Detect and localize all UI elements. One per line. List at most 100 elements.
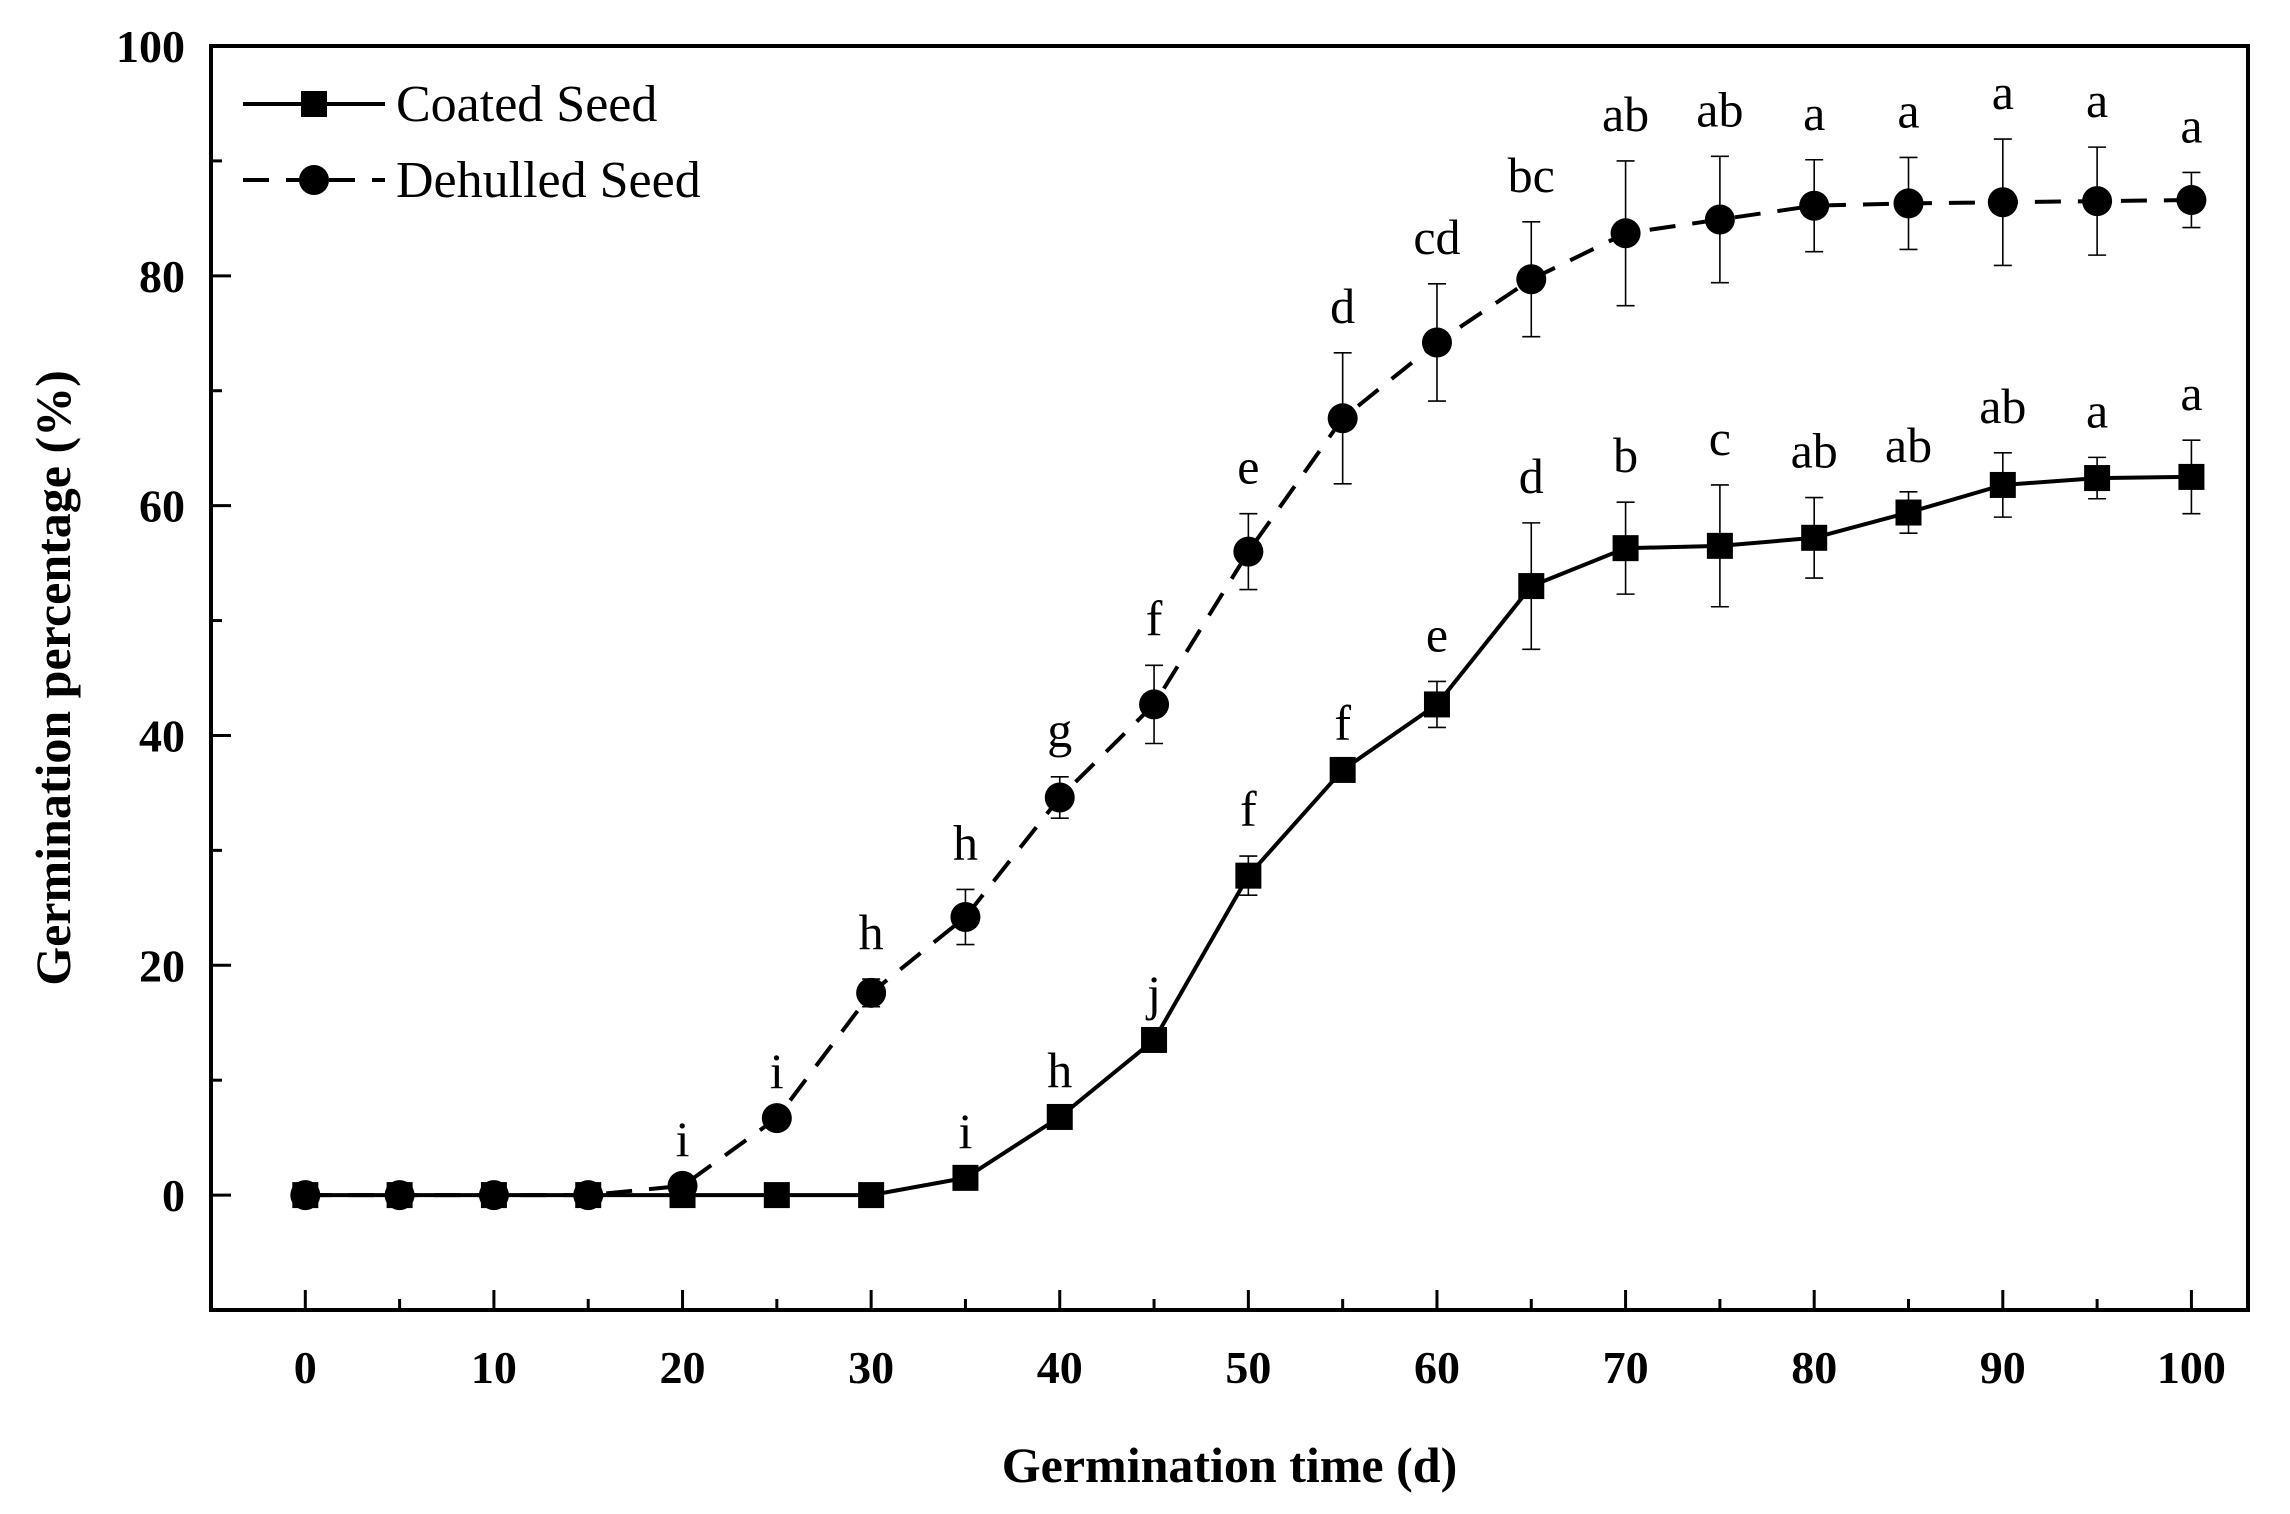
significance-label: f xyxy=(1334,695,1351,751)
data-point-circle xyxy=(1893,188,1924,219)
y-tick-label: 60 xyxy=(139,481,185,532)
series-line xyxy=(305,198,2192,1198)
significance-label: h xyxy=(1047,1042,1072,1098)
data-point-circle xyxy=(478,1180,509,1211)
significance-label: j xyxy=(1145,965,1161,1021)
y-tick-label: 20 xyxy=(139,940,185,991)
x-tick-label: 70 xyxy=(1603,1342,1649,1393)
significance-label: i xyxy=(676,1111,690,1167)
legend-label: Dehulled Seed xyxy=(396,152,701,209)
x-tick-label: 30 xyxy=(848,1342,894,1393)
x-tick-label: 60 xyxy=(1414,1342,1460,1393)
x-axis-title: Germination time (d) xyxy=(1002,1437,1457,1493)
significance-label: i xyxy=(770,1043,784,1099)
significance-label: f xyxy=(1146,590,1163,646)
significance-label: e xyxy=(1237,439,1259,495)
x-tick-label: 40 xyxy=(1037,1342,1083,1393)
y-tick-label: 100 xyxy=(116,21,185,72)
data-point-square xyxy=(858,1182,885,1209)
data-point-circle xyxy=(2176,184,2207,215)
x-tick-label: 80 xyxy=(1791,1342,1837,1393)
significance-label: a xyxy=(1897,82,1919,138)
significance-label: ab xyxy=(1696,81,1743,137)
significance-label: g xyxy=(1047,702,1072,758)
data-point-circle xyxy=(1421,327,1452,358)
data-point-circle xyxy=(384,1180,415,1211)
y-tick-label: 0 xyxy=(162,1170,185,1221)
data-point-square xyxy=(952,1164,979,1191)
data-point-square xyxy=(1706,532,1733,559)
significance-label: ab xyxy=(1979,378,2026,434)
plot-frame xyxy=(209,44,2250,1312)
legend-label: Coated Seed xyxy=(396,76,657,133)
data-point-square xyxy=(1423,691,1450,718)
y-tick-label: 80 xyxy=(139,251,185,302)
data-point-square xyxy=(763,1182,790,1209)
x-axis-ticks: 0 10 20 30 40 50 60 70 80 90 100 xyxy=(294,1290,2226,1393)
data-point-square xyxy=(2084,465,2111,492)
data-point-square xyxy=(1895,499,1922,526)
significance-label: c xyxy=(1709,410,1731,466)
significance-label: cd xyxy=(1413,209,1460,265)
significance-label: d xyxy=(1519,448,1544,504)
data-point-square xyxy=(1046,1103,1073,1130)
data-point-circle xyxy=(2082,186,2113,217)
significance-label: f xyxy=(1240,781,1257,837)
data-point-circle xyxy=(950,902,981,933)
x-tick-label: 10 xyxy=(471,1342,517,1393)
data-point-circle xyxy=(1044,782,1075,813)
y-axis-title: Germination percentage (%) xyxy=(25,370,81,986)
significance-label: h xyxy=(953,814,978,870)
data-point-circle xyxy=(856,977,887,1008)
significance-label: a xyxy=(2180,365,2202,421)
data-point-circle xyxy=(667,1170,698,1201)
data-point-circle xyxy=(1516,264,1547,295)
significance-label: a xyxy=(2180,97,2202,153)
significance-label: a xyxy=(2086,382,2108,438)
data-point-circle xyxy=(1327,403,1358,434)
data-point-square xyxy=(1235,862,1262,889)
legend-marker-square xyxy=(301,91,327,117)
data-point-square xyxy=(1612,535,1639,562)
data-point-circle xyxy=(290,1180,321,1211)
data-point-circle xyxy=(1987,187,2018,218)
axes: 0 10 20 30 40 50 60 70 80 90 100 0 20 40 60 80 100 Germ… xyxy=(25,21,2250,1493)
data-point-circle xyxy=(1610,218,1641,249)
data-point-square xyxy=(1141,1026,1168,1053)
x-tick-label: 50 xyxy=(1225,1342,1271,1393)
significance-label: d xyxy=(1330,278,1355,334)
legend-marker-circle xyxy=(299,165,329,195)
data-point-circle xyxy=(1704,204,1735,235)
x-tick-label: 20 xyxy=(660,1342,706,1393)
significance-label: ab xyxy=(1791,423,1838,479)
data-point-circle xyxy=(1799,190,1830,221)
significance-label: a xyxy=(1992,64,2014,120)
y-axis-ticks: 0 20 40 60 80 100 xyxy=(116,21,231,1312)
significance-label: ab xyxy=(1602,86,1649,142)
data-point-circle xyxy=(1139,689,1170,720)
x-tick-label: 0 xyxy=(294,1342,317,1393)
significance-label: bc xyxy=(1508,147,1555,203)
legend-item-dehulled-seed: Dehulled Seed xyxy=(243,152,701,209)
data-point-square xyxy=(1518,573,1545,600)
data-point-circle xyxy=(573,1180,604,1211)
significance-label: a xyxy=(2086,72,2108,128)
significance-label: ab xyxy=(1885,417,1932,473)
data-point-square xyxy=(1801,524,1828,551)
data-point-square xyxy=(2178,463,2205,490)
x-tick-label: 90 xyxy=(1980,1342,2026,1393)
significance-label: b xyxy=(1613,427,1638,483)
significance-label: a xyxy=(1803,85,1825,141)
y-tick-label: 40 xyxy=(139,710,185,761)
data-point-circle xyxy=(1233,536,1264,567)
data-point-square xyxy=(1989,471,2016,498)
significance-label: h xyxy=(859,904,884,960)
data-point-square xyxy=(1329,756,1356,783)
significance-label: i xyxy=(958,1103,972,1159)
significance-label: e xyxy=(1426,606,1448,662)
data-point-circle xyxy=(761,1103,792,1134)
